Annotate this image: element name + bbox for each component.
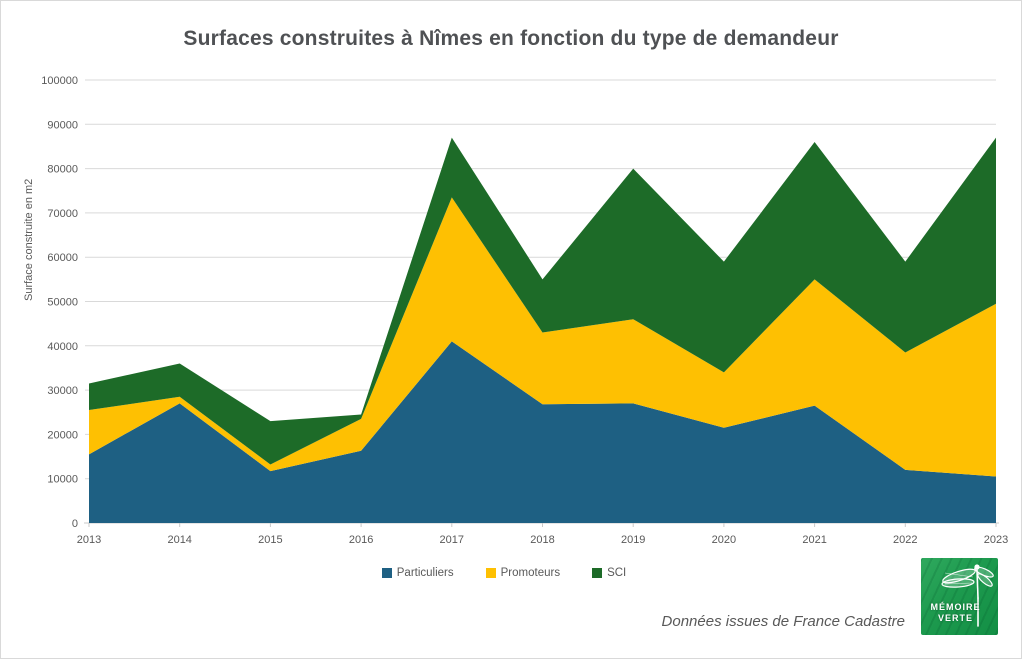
area-particuliers: [89, 341, 996, 523]
legend-swatch-sci: [592, 568, 603, 578]
logo-text-memoire: MÉMOIRE: [930, 602, 981, 612]
x-tick-label: 2016: [349, 534, 373, 546]
dragonfly-icon: [941, 564, 994, 627]
source-note: Données issues de France Cadastre: [661, 613, 905, 630]
legend-label-sci: SCI: [607, 567, 627, 579]
x-tick-label: 2019: [621, 534, 645, 546]
logo-text: MÉMOIRE VERTE: [921, 602, 990, 624]
y-tick-label: 0: [72, 518, 78, 530]
x-tick-label: 2021: [802, 534, 826, 546]
legend-item-particuliers: Particuliers: [381, 567, 454, 579]
x-tick-label: 2022: [893, 534, 917, 546]
x-tick-label: 2014: [167, 534, 191, 546]
x-tick-label: 2018: [530, 534, 554, 546]
area-promoteurs: [89, 197, 996, 477]
legend-label-particuliers: Particuliers: [396, 567, 454, 579]
logo-text-verte: VERTE: [937, 613, 973, 623]
memoire-verte-logo: MÉMOIRE VERTE: [921, 558, 998, 635]
legend-swatch-promoteurs: [485, 568, 496, 578]
x-tick-label: 2020: [712, 534, 736, 546]
legend-item-promoteurs: Promoteurs: [485, 567, 561, 579]
legend-swatch-particuliers: [381, 568, 392, 578]
y-tick-label: 20000: [47, 429, 78, 441]
y-tick-label: 10000: [47, 474, 78, 486]
y-tick-label: 30000: [47, 385, 78, 397]
y-tick-label: 70000: [47, 208, 78, 220]
y-tick-label: 100000: [41, 75, 78, 87]
y-tick-label: 60000: [47, 252, 78, 264]
x-tick-label: 2015: [258, 534, 282, 546]
legend-label-promoteurs: Promoteurs: [500, 567, 561, 579]
x-tick-label: 2017: [440, 534, 464, 546]
y-tick-label: 40000: [47, 341, 78, 353]
y-tick-label: 50000: [47, 297, 78, 309]
x-tick-label: 2023: [984, 534, 1008, 546]
legend-item-sci: SCI: [592, 567, 626, 579]
chart-title: Surfaces construites à Nîmes en fonction…: [183, 27, 839, 50]
y-tick-label: 90000: [47, 119, 78, 131]
x-tick-label: 2013: [77, 534, 101, 546]
area-sci: [89, 137, 996, 465]
legend: Particuliers Promoteurs SCI: [1, 567, 1007, 579]
y-tick-label: 80000: [47, 164, 78, 176]
